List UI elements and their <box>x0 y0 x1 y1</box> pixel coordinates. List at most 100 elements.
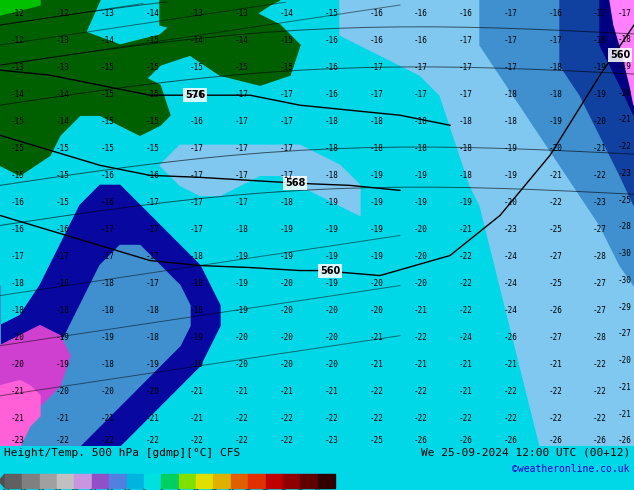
Text: -17: -17 <box>145 279 159 288</box>
Text: -19: -19 <box>190 360 204 369</box>
Text: -20: -20 <box>280 306 294 315</box>
Text: -20: -20 <box>325 360 339 369</box>
Text: -27: -27 <box>593 225 607 234</box>
Text: -17: -17 <box>369 90 383 98</box>
Text: -21: -21 <box>503 360 517 369</box>
Text: -15: -15 <box>145 36 159 45</box>
Text: -19: -19 <box>325 252 339 261</box>
Text: -30: -30 <box>69 489 80 490</box>
Text: -27: -27 <box>618 329 632 339</box>
Text: -15: -15 <box>145 117 159 126</box>
Bar <box>74 474 92 488</box>
Bar <box>127 474 144 488</box>
Bar <box>248 474 266 488</box>
Bar <box>40 474 57 488</box>
Text: -17: -17 <box>548 36 562 45</box>
Text: -19: -19 <box>414 198 428 207</box>
Polygon shape <box>600 0 634 115</box>
Text: -19: -19 <box>280 252 294 261</box>
Text: -22: -22 <box>145 437 159 445</box>
Text: -26: -26 <box>459 437 472 445</box>
Text: -21: -21 <box>459 360 472 369</box>
Text: -15: -15 <box>101 117 115 126</box>
Bar <box>22 474 40 488</box>
Polygon shape <box>160 0 280 35</box>
Text: -17: -17 <box>459 36 472 45</box>
Text: -15: -15 <box>56 198 70 207</box>
Text: -21: -21 <box>190 387 204 396</box>
Text: -16: -16 <box>11 225 25 234</box>
Text: -30: -30 <box>618 276 632 285</box>
Text: -30: -30 <box>618 249 632 258</box>
Text: -18: -18 <box>101 306 115 315</box>
Text: -18: -18 <box>56 279 70 288</box>
Text: -18: -18 <box>459 117 472 126</box>
Text: -18: -18 <box>190 279 204 288</box>
Text: -20: -20 <box>548 144 562 153</box>
Text: -27: -27 <box>548 252 562 261</box>
Text: -22: -22 <box>325 415 339 423</box>
Polygon shape <box>610 0 634 105</box>
Text: -17: -17 <box>593 8 607 18</box>
Text: 48: 48 <box>297 489 304 490</box>
Text: -19: -19 <box>618 62 632 71</box>
Text: -17: -17 <box>145 225 159 234</box>
Text: -18: -18 <box>325 144 339 153</box>
Text: -13: -13 <box>101 8 115 18</box>
Text: -18: -18 <box>503 117 517 126</box>
Text: -16: -16 <box>11 198 25 207</box>
Bar <box>231 474 248 488</box>
Text: -54: -54 <box>0 489 10 490</box>
Text: -14: -14 <box>11 90 25 98</box>
Text: -17: -17 <box>414 63 428 72</box>
Text: -21: -21 <box>548 171 562 180</box>
Text: -16: -16 <box>190 117 204 126</box>
Text: -20: -20 <box>101 387 115 396</box>
Text: -20: -20 <box>369 306 383 315</box>
Text: -22: -22 <box>548 415 562 423</box>
Text: -19: -19 <box>235 279 249 288</box>
Polygon shape <box>160 146 360 216</box>
Text: -27: -27 <box>548 333 562 342</box>
Text: -15: -15 <box>190 63 204 72</box>
Text: -18: -18 <box>11 306 25 315</box>
Text: -25: -25 <box>548 225 562 234</box>
Text: -28: -28 <box>618 222 632 231</box>
Text: -17: -17 <box>280 144 294 153</box>
Text: -17: -17 <box>235 144 249 153</box>
Text: -19: -19 <box>369 252 383 261</box>
Text: -12: -12 <box>56 8 70 18</box>
Text: -28: -28 <box>593 252 607 261</box>
Text: -20: -20 <box>414 279 428 288</box>
Text: -16: -16 <box>369 36 383 45</box>
Text: -19: -19 <box>503 144 517 153</box>
Text: -17: -17 <box>101 252 115 261</box>
Text: -22: -22 <box>503 415 517 423</box>
Text: -17: -17 <box>101 225 115 234</box>
Polygon shape <box>0 474 5 488</box>
Text: -22: -22 <box>548 387 562 396</box>
Text: -21: -21 <box>618 383 632 392</box>
Text: -13: -13 <box>11 63 25 72</box>
Text: -21: -21 <box>548 360 562 369</box>
Text: ©weatheronline.co.uk: ©weatheronline.co.uk <box>512 464 630 474</box>
Text: -21: -21 <box>101 415 115 423</box>
Text: -48: -48 <box>17 489 28 490</box>
Text: -17: -17 <box>280 117 294 126</box>
Text: -13: -13 <box>56 36 70 45</box>
Text: -21: -21 <box>11 415 25 423</box>
Text: -19: -19 <box>593 90 607 98</box>
Text: -16: -16 <box>414 36 428 45</box>
Polygon shape <box>40 0 300 95</box>
Text: -18: -18 <box>548 90 562 98</box>
Text: -20: -20 <box>325 306 339 315</box>
Text: -21: -21 <box>414 306 428 315</box>
Text: -14: -14 <box>190 36 204 45</box>
Text: -22: -22 <box>593 387 607 396</box>
Text: We 25-09-2024 12:00 UTC (00+12): We 25-09-2024 12:00 UTC (00+12) <box>421 448 630 458</box>
Text: -21: -21 <box>459 225 472 234</box>
Text: -15: -15 <box>325 8 339 18</box>
Text: -20: -20 <box>235 333 249 342</box>
Text: -17: -17 <box>369 63 383 72</box>
Bar <box>144 474 161 488</box>
